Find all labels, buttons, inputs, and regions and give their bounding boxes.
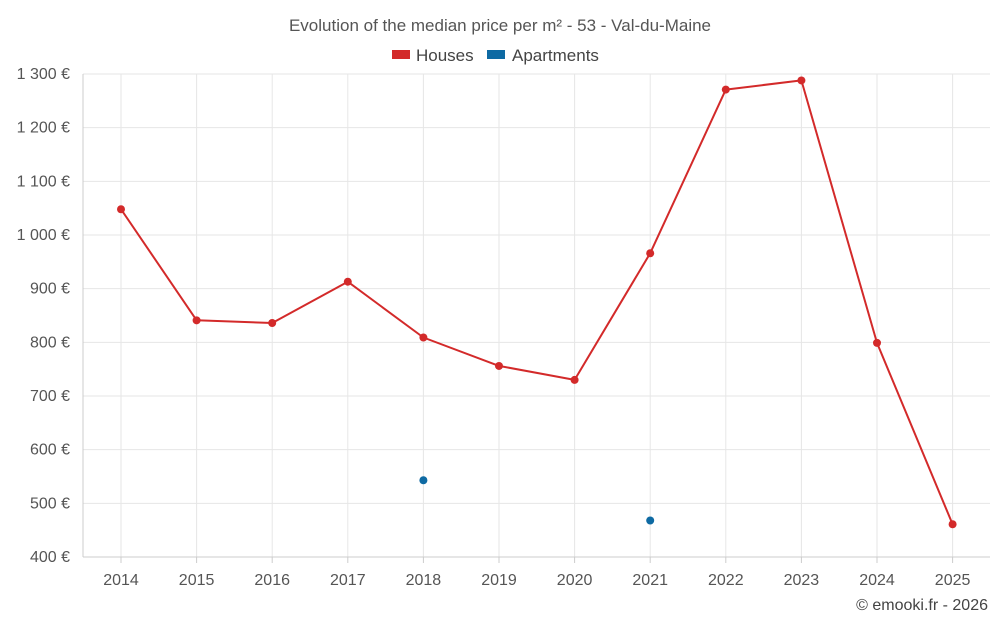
data-point-apartments[interactable] <box>646 516 655 525</box>
series <box>117 76 957 529</box>
data-point-houses[interactable] <box>570 375 579 384</box>
y-axis-ticks: 400 € 500 € 600 € 700 € 800 € 900 € 1 000 € 1 1… <box>17 66 70 566</box>
x-tick-label: 2021 <box>632 572 668 589</box>
y-tick-label: 800 € <box>30 334 70 351</box>
x-tick-label: 2025 <box>935 572 971 589</box>
y-tick-label: 1 200 € <box>17 120 70 137</box>
data-point-houses[interactable] <box>117 205 125 214</box>
x-axis-ticks: 2014 2015 2016 2017 2018 2019 2020 2021 2022 2023… <box>103 557 970 589</box>
legend-label-apartments: Apartments <box>512 46 599 65</box>
data-point-houses[interactable] <box>268 319 277 328</box>
legend-label-houses: Houses <box>416 46 474 65</box>
legend[interactable]: Houses Apartments <box>392 46 599 65</box>
x-tick-label: 2019 <box>481 572 517 589</box>
x-tick-label: 2015 <box>179 572 215 589</box>
x-tick-label: 2023 <box>784 572 820 589</box>
grid <box>82 73 990 558</box>
legend-swatch-houses <box>392 50 410 59</box>
series-line-houses <box>120 79 954 525</box>
legend-item-apartments[interactable]: Apartments <box>487 46 599 65</box>
y-tick-label: 1 100 € <box>17 173 70 190</box>
data-point-houses[interactable] <box>419 333 428 342</box>
chart-title: Evolution of the median price per m² - 5… <box>289 16 711 35</box>
x-tick-label: 2017 <box>330 572 366 589</box>
y-tick-label: 500 € <box>30 495 70 512</box>
y-tick-label: 1 300 € <box>17 66 70 83</box>
x-tick-label: 2020 <box>557 572 593 589</box>
legend-swatch-apartments <box>487 50 505 59</box>
series-apartments <box>419 476 655 525</box>
data-point-houses[interactable] <box>797 76 806 85</box>
data-point-houses[interactable] <box>343 277 352 286</box>
x-tick-label: 2014 <box>103 572 139 589</box>
y-tick-label: 700 € <box>30 388 70 405</box>
data-point-houses[interactable] <box>873 338 881 347</box>
y-tick-label: 1 000 € <box>17 227 70 244</box>
data-point-houses[interactable] <box>948 520 957 529</box>
series-houses <box>117 76 957 529</box>
x-tick-label: 2018 <box>406 572 442 589</box>
x-tick-label: 2024 <box>859 572 895 589</box>
y-tick-label: 900 € <box>30 281 70 298</box>
data-point-houses[interactable] <box>721 85 730 94</box>
x-tick-label: 2016 <box>254 572 290 589</box>
x-tick-label: 2022 <box>708 572 744 589</box>
data-point-houses[interactable] <box>192 316 201 325</box>
legend-item-houses[interactable]: Houses <box>392 46 474 65</box>
y-tick-label: 600 € <box>30 442 70 459</box>
data-point-houses[interactable] <box>646 249 655 258</box>
y-tick-label: 400 € <box>30 549 70 566</box>
data-point-houses[interactable] <box>495 361 503 370</box>
credit-text: © emooki.fr - 2026 <box>856 597 988 614</box>
data-point-apartments[interactable] <box>419 476 428 485</box>
